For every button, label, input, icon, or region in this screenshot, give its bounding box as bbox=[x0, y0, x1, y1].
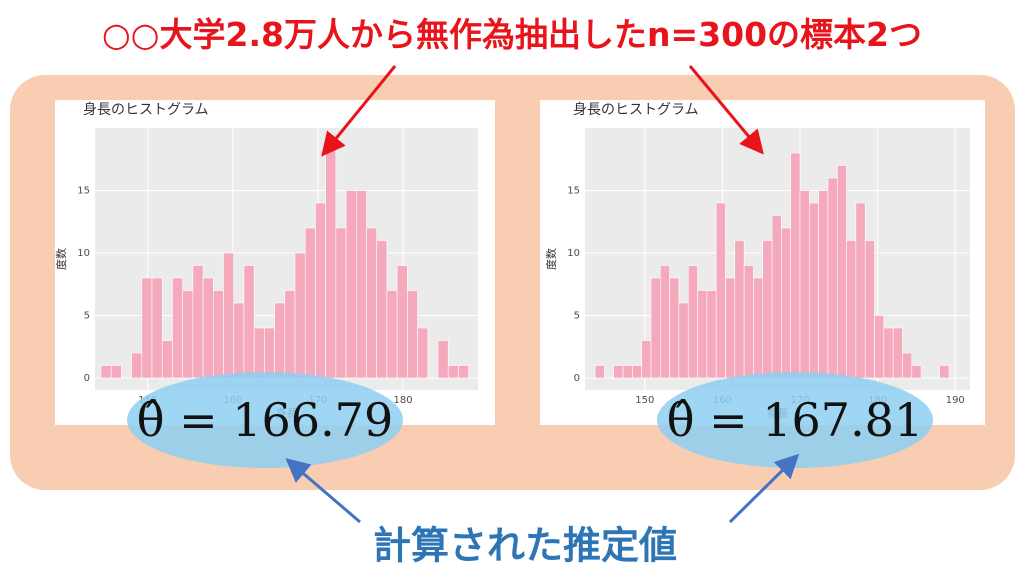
bar bbox=[911, 365, 922, 379]
bar bbox=[799, 190, 810, 379]
bar bbox=[161, 340, 173, 379]
bar bbox=[892, 327, 903, 379]
bar bbox=[846, 240, 857, 379]
bar bbox=[274, 302, 286, 379]
bar bbox=[223, 252, 235, 379]
bar bbox=[864, 240, 875, 379]
bar bbox=[632, 365, 642, 379]
bar bbox=[771, 215, 782, 379]
y-tick-label: 15 bbox=[77, 186, 90, 197]
bar bbox=[284, 290, 296, 379]
bar bbox=[376, 240, 388, 379]
bar bbox=[202, 277, 214, 379]
bar bbox=[396, 265, 408, 379]
bar bbox=[151, 277, 163, 379]
bar bbox=[827, 177, 838, 379]
bar bbox=[458, 365, 469, 379]
arrow bbox=[688, 65, 764, 155]
highlight-ellipse bbox=[127, 372, 403, 468]
y-tick-label: 10 bbox=[567, 248, 580, 259]
bar bbox=[762, 240, 773, 379]
bar bbox=[213, 290, 224, 379]
y-axis-label: 度数 bbox=[54, 248, 68, 270]
bar bbox=[650, 277, 661, 379]
bar bbox=[836, 165, 847, 379]
bar bbox=[315, 202, 326, 379]
bar bbox=[613, 365, 624, 379]
bar bbox=[131, 352, 143, 379]
bar bbox=[687, 265, 698, 379]
bar bbox=[641, 340, 652, 379]
y-tick-label: 0 bbox=[574, 373, 580, 384]
y-tick-label: 5 bbox=[84, 311, 90, 322]
x-tick-label: 150 bbox=[635, 395, 654, 406]
bar bbox=[355, 190, 367, 379]
bar bbox=[855, 202, 866, 379]
bar bbox=[253, 327, 265, 379]
bar bbox=[345, 190, 357, 379]
bar bbox=[417, 327, 429, 379]
bar bbox=[939, 365, 950, 379]
bar bbox=[874, 315, 885, 379]
bar bbox=[809, 202, 819, 379]
bar bbox=[172, 277, 183, 379]
bar bbox=[594, 365, 605, 379]
bar bbox=[659, 265, 670, 379]
bar bbox=[669, 277, 680, 379]
y-tick-label: 10 bbox=[77, 248, 90, 259]
highlight-ellipse bbox=[657, 372, 933, 468]
estimate: θ̂ = 166.79 bbox=[137, 393, 393, 447]
bar bbox=[243, 265, 255, 379]
chart-title: 身長のヒストグラム bbox=[573, 102, 699, 118]
chart-title: 身長のヒストグラム bbox=[83, 102, 209, 118]
bar bbox=[678, 302, 689, 379]
y-axis-label: 度数 bbox=[544, 248, 558, 270]
bar bbox=[883, 327, 894, 379]
bar bbox=[407, 290, 418, 379]
arrow bbox=[728, 453, 800, 524]
bar bbox=[706, 290, 717, 379]
bar bbox=[781, 227, 791, 379]
bar bbox=[182, 290, 194, 379]
bar bbox=[304, 227, 316, 379]
arrow bbox=[321, 65, 397, 157]
bar bbox=[725, 277, 736, 379]
estimate: θ̂ = 167.81 bbox=[667, 393, 923, 447]
bar bbox=[697, 290, 708, 379]
y-tick-label: 15 bbox=[567, 186, 580, 197]
y-tick-label: 5 bbox=[574, 311, 580, 322]
bar bbox=[715, 202, 726, 379]
headline: ○○大学2.8万人から無作為抽出したn=300の標本2つ bbox=[102, 15, 922, 54]
bar bbox=[325, 140, 337, 379]
bar bbox=[192, 265, 204, 379]
bar bbox=[818, 190, 829, 379]
bar bbox=[437, 340, 449, 379]
bar bbox=[447, 365, 459, 379]
bar bbox=[743, 265, 754, 379]
bar bbox=[386, 290, 398, 379]
bar bbox=[734, 240, 745, 379]
bar bbox=[110, 365, 122, 379]
bar bbox=[264, 327, 275, 379]
bar bbox=[790, 152, 801, 379]
bar bbox=[141, 277, 153, 379]
bar bbox=[902, 352, 913, 379]
bar bbox=[294, 252, 306, 379]
x-tick-label: 190 bbox=[946, 395, 965, 406]
bar bbox=[622, 365, 633, 379]
bar bbox=[233, 302, 245, 379]
x-tick-label: 180 bbox=[394, 395, 413, 406]
footer: 計算された推定値 bbox=[373, 524, 677, 568]
bar bbox=[753, 277, 764, 379]
y-tick-label: 0 bbox=[84, 373, 90, 384]
bar bbox=[100, 365, 112, 379]
bar bbox=[366, 227, 378, 379]
bar bbox=[335, 227, 347, 379]
arrow bbox=[285, 458, 361, 524]
